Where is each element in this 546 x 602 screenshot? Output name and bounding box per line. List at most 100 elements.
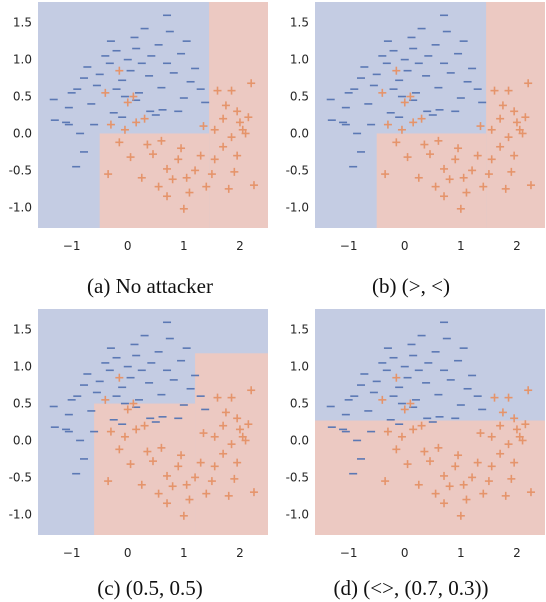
y-tick-label: -1.0 [9, 507, 32, 521]
plus-point [104, 170, 113, 179]
plus-point [120, 432, 129, 441]
plus-point [459, 173, 468, 182]
plus-point [219, 421, 228, 430]
plus-point [440, 164, 449, 173]
plus-point [168, 482, 177, 491]
plus-point [247, 79, 256, 88]
plus-point [431, 182, 440, 191]
plus-point [227, 133, 236, 142]
plus-point [451, 155, 460, 164]
plus-point [210, 155, 219, 164]
plus-point [518, 436, 527, 445]
plus-point [507, 474, 516, 483]
plus-point [123, 98, 132, 107]
plus-point [484, 170, 493, 179]
plus-point [129, 92, 138, 101]
panel-caption: (b) (>, <) [372, 274, 450, 298]
plus-point [451, 462, 460, 471]
plus-point [207, 477, 216, 486]
plus-point [414, 480, 423, 489]
plus-point [510, 107, 519, 116]
plus-point [104, 477, 113, 486]
panel-caption: (a) No attacker [87, 274, 213, 298]
plus-point [168, 175, 177, 184]
x-tick-label: 2 [236, 239, 244, 253]
y-tick-label: -0.5 [9, 163, 32, 177]
plus-point [473, 151, 482, 160]
plus-point [479, 182, 488, 191]
plus-point [163, 164, 172, 173]
plus-point [400, 98, 409, 107]
x-tick-label: −1 [340, 239, 358, 253]
y-tick-label: -0.5 [286, 470, 309, 484]
plus-point [191, 166, 200, 175]
plus-point [397, 125, 406, 134]
plus-point [106, 427, 115, 436]
x-tick-label: 0 [124, 546, 132, 560]
plus-point [487, 432, 496, 441]
plus-point [219, 449, 228, 458]
plus-point [233, 107, 242, 116]
plus-point [473, 458, 482, 467]
plus-point [501, 184, 510, 193]
plus-point [496, 114, 505, 123]
plus-point [504, 393, 513, 402]
plus-point [383, 120, 392, 129]
plus-point [202, 182, 211, 191]
plus-point [177, 451, 186, 460]
plus-point [490, 86, 499, 95]
plus-point [440, 471, 449, 480]
plus-point [207, 170, 216, 179]
plus-point [420, 140, 429, 149]
panel-2: 1.5 1.0 0.5 0.0 -0.5 -1.0 −1 0 1 2 (b) (>, <) [286, 2, 545, 298]
plus-point [521, 113, 530, 122]
plus-point [510, 458, 519, 467]
plus-point [487, 155, 496, 164]
plus-point [163, 499, 172, 508]
plus-point [227, 440, 236, 449]
plus-point [400, 405, 409, 414]
y-tick-label: 0.5 [290, 397, 309, 411]
plus-point [498, 408, 507, 417]
plus-point [487, 462, 496, 471]
plus-point [440, 499, 449, 508]
region-positive [486, 2, 545, 228]
plus-point [244, 420, 253, 429]
plus-point [381, 170, 390, 179]
plus-point [137, 173, 146, 182]
panel-1: 1.5 1.0 0.5 0.0 -0.5 -1.0 −1 0 1 2 (a) No attacker [9, 2, 268, 298]
panel-caption: (c) (0.5, 0.5) [97, 576, 203, 600]
plus-point [392, 138, 401, 147]
plus-point [177, 144, 186, 153]
y-tick-label: -0.5 [286, 163, 309, 177]
plus-point [468, 166, 477, 175]
plus-point [247, 386, 256, 395]
plus-point [496, 421, 505, 430]
y-tick-label: -0.5 [9, 470, 32, 484]
plus-point [221, 101, 230, 110]
plus-point [179, 511, 188, 520]
x-tick-label: 2 [513, 546, 521, 560]
plus-point [378, 88, 387, 97]
plus-point [518, 129, 527, 138]
plus-point [210, 462, 219, 471]
plus-point [512, 118, 521, 127]
plus-point [182, 173, 191, 182]
x-tick-label: 0 [124, 239, 132, 253]
plus-point [468, 473, 477, 482]
plus-point [120, 125, 129, 134]
plus-point [174, 462, 183, 471]
plus-point [420, 447, 429, 456]
plus-point [445, 175, 454, 184]
plus-point [140, 114, 149, 123]
plus-point [504, 86, 513, 95]
y-tick-label: 1.0 [290, 360, 309, 374]
plus-point [392, 445, 401, 454]
y-tick-label: 1.0 [13, 360, 32, 374]
plus-point [219, 114, 228, 123]
y-tick-label: 1.5 [13, 16, 32, 30]
plus-point [378, 395, 387, 404]
plus-point [174, 155, 183, 164]
y-tick-label: 0.5 [13, 397, 32, 411]
plus-point [383, 427, 392, 436]
